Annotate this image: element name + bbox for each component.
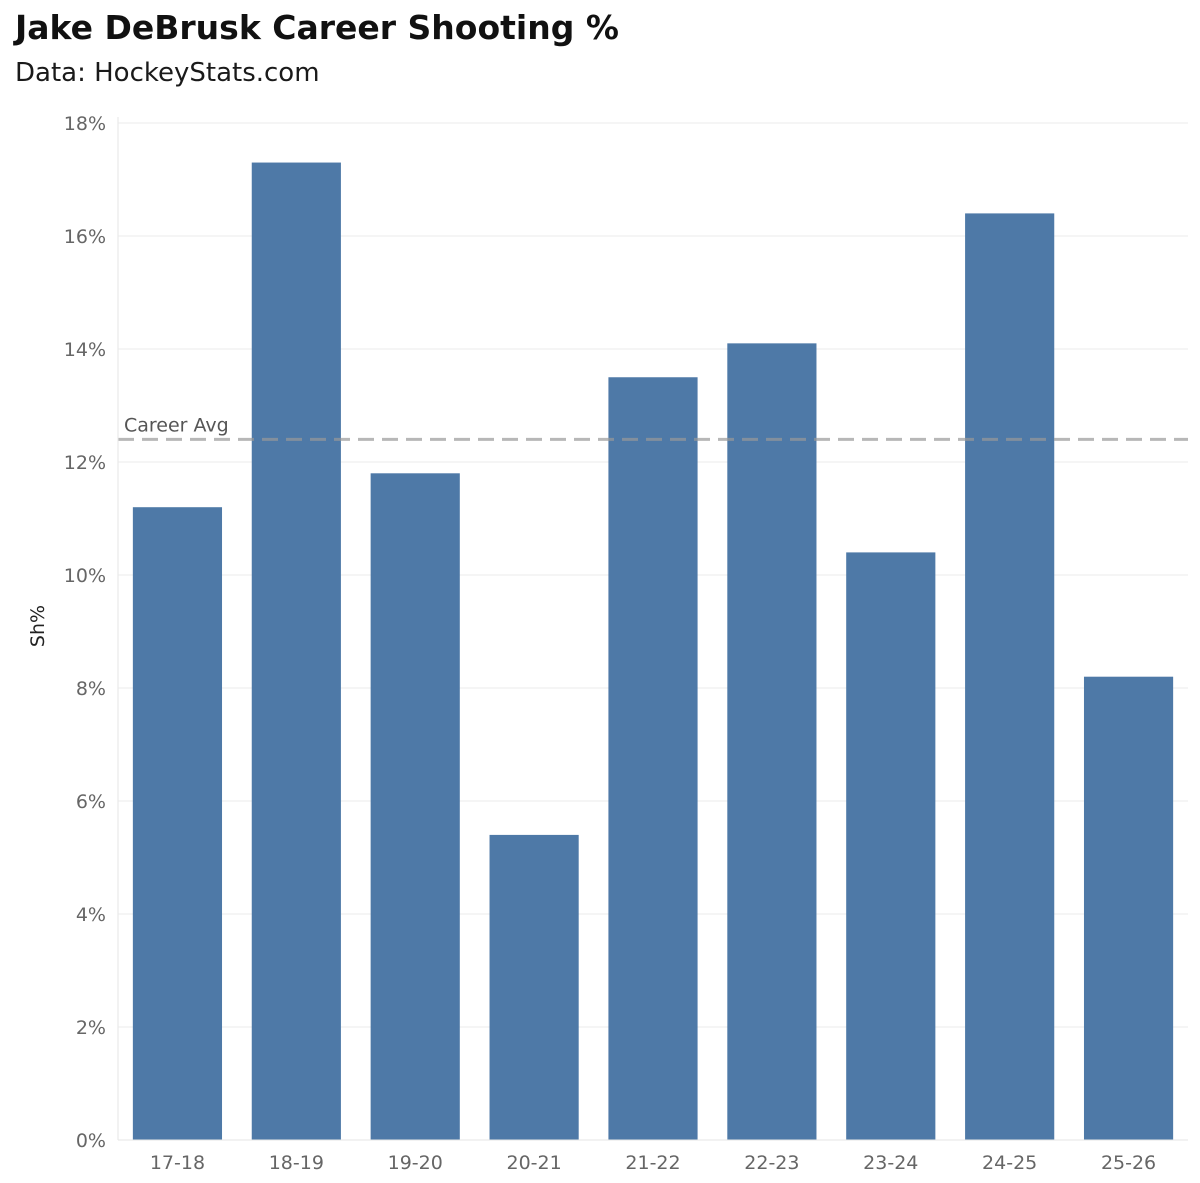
x-tick-label: 23-24 <box>863 1152 918 1174</box>
x-tick-label: 17-18 <box>150 1152 205 1174</box>
bar-25-26 <box>1083 676 1174 1140</box>
reference-line-group: Career Avg <box>118 414 1188 441</box>
bar-23-24 <box>846 552 936 1140</box>
bar-24-25 <box>965 213 1055 1140</box>
y-tick-label: 4% <box>76 904 106 926</box>
bar-21-22 <box>608 377 698 1140</box>
y-tick-label: 0% <box>76 1130 106 1152</box>
y-axis-label: Sh% <box>27 605 49 647</box>
y-tick-label: 6% <box>76 791 106 813</box>
x-tick-label: 19-20 <box>388 1152 443 1174</box>
x-tick-label: 24-25 <box>982 1152 1037 1174</box>
y-tick-label: 14% <box>64 339 106 361</box>
x-tick-label: 18-19 <box>269 1152 324 1174</box>
bar-19-20 <box>370 473 460 1140</box>
y-tick-label: 10% <box>64 565 106 587</box>
x-tick-label: 20-21 <box>507 1152 562 1174</box>
x-tick-label: 22-23 <box>744 1152 799 1174</box>
bar-17-18 <box>132 507 223 1140</box>
chart-title: Jake DeBrusk Career Shooting % <box>15 8 619 47</box>
bar-18-19 <box>251 162 341 1141</box>
y-tick-label: 16% <box>64 226 106 248</box>
career-avg-label: Career Avg <box>124 414 229 436</box>
y-tick-label: 2% <box>76 1017 106 1039</box>
chart-subtitle: Data: HockeyStats.com <box>15 58 320 88</box>
axes: 0% 2% 4% 6% 8% 10% 12% 14% 16% 18% 17-18 18-19 19-20… <box>64 113 1188 1174</box>
y-tick-label: 18% <box>64 113 106 135</box>
bar-22-23 <box>727 343 817 1141</box>
y-tick-label: 12% <box>64 452 106 474</box>
x-tick-label: 25-26 <box>1101 1152 1156 1174</box>
bar-20-21 <box>489 834 579 1140</box>
y-tick-label: 8% <box>76 678 106 700</box>
x-tick-label: 21-22 <box>625 1152 680 1174</box>
bars <box>132 162 1174 1141</box>
